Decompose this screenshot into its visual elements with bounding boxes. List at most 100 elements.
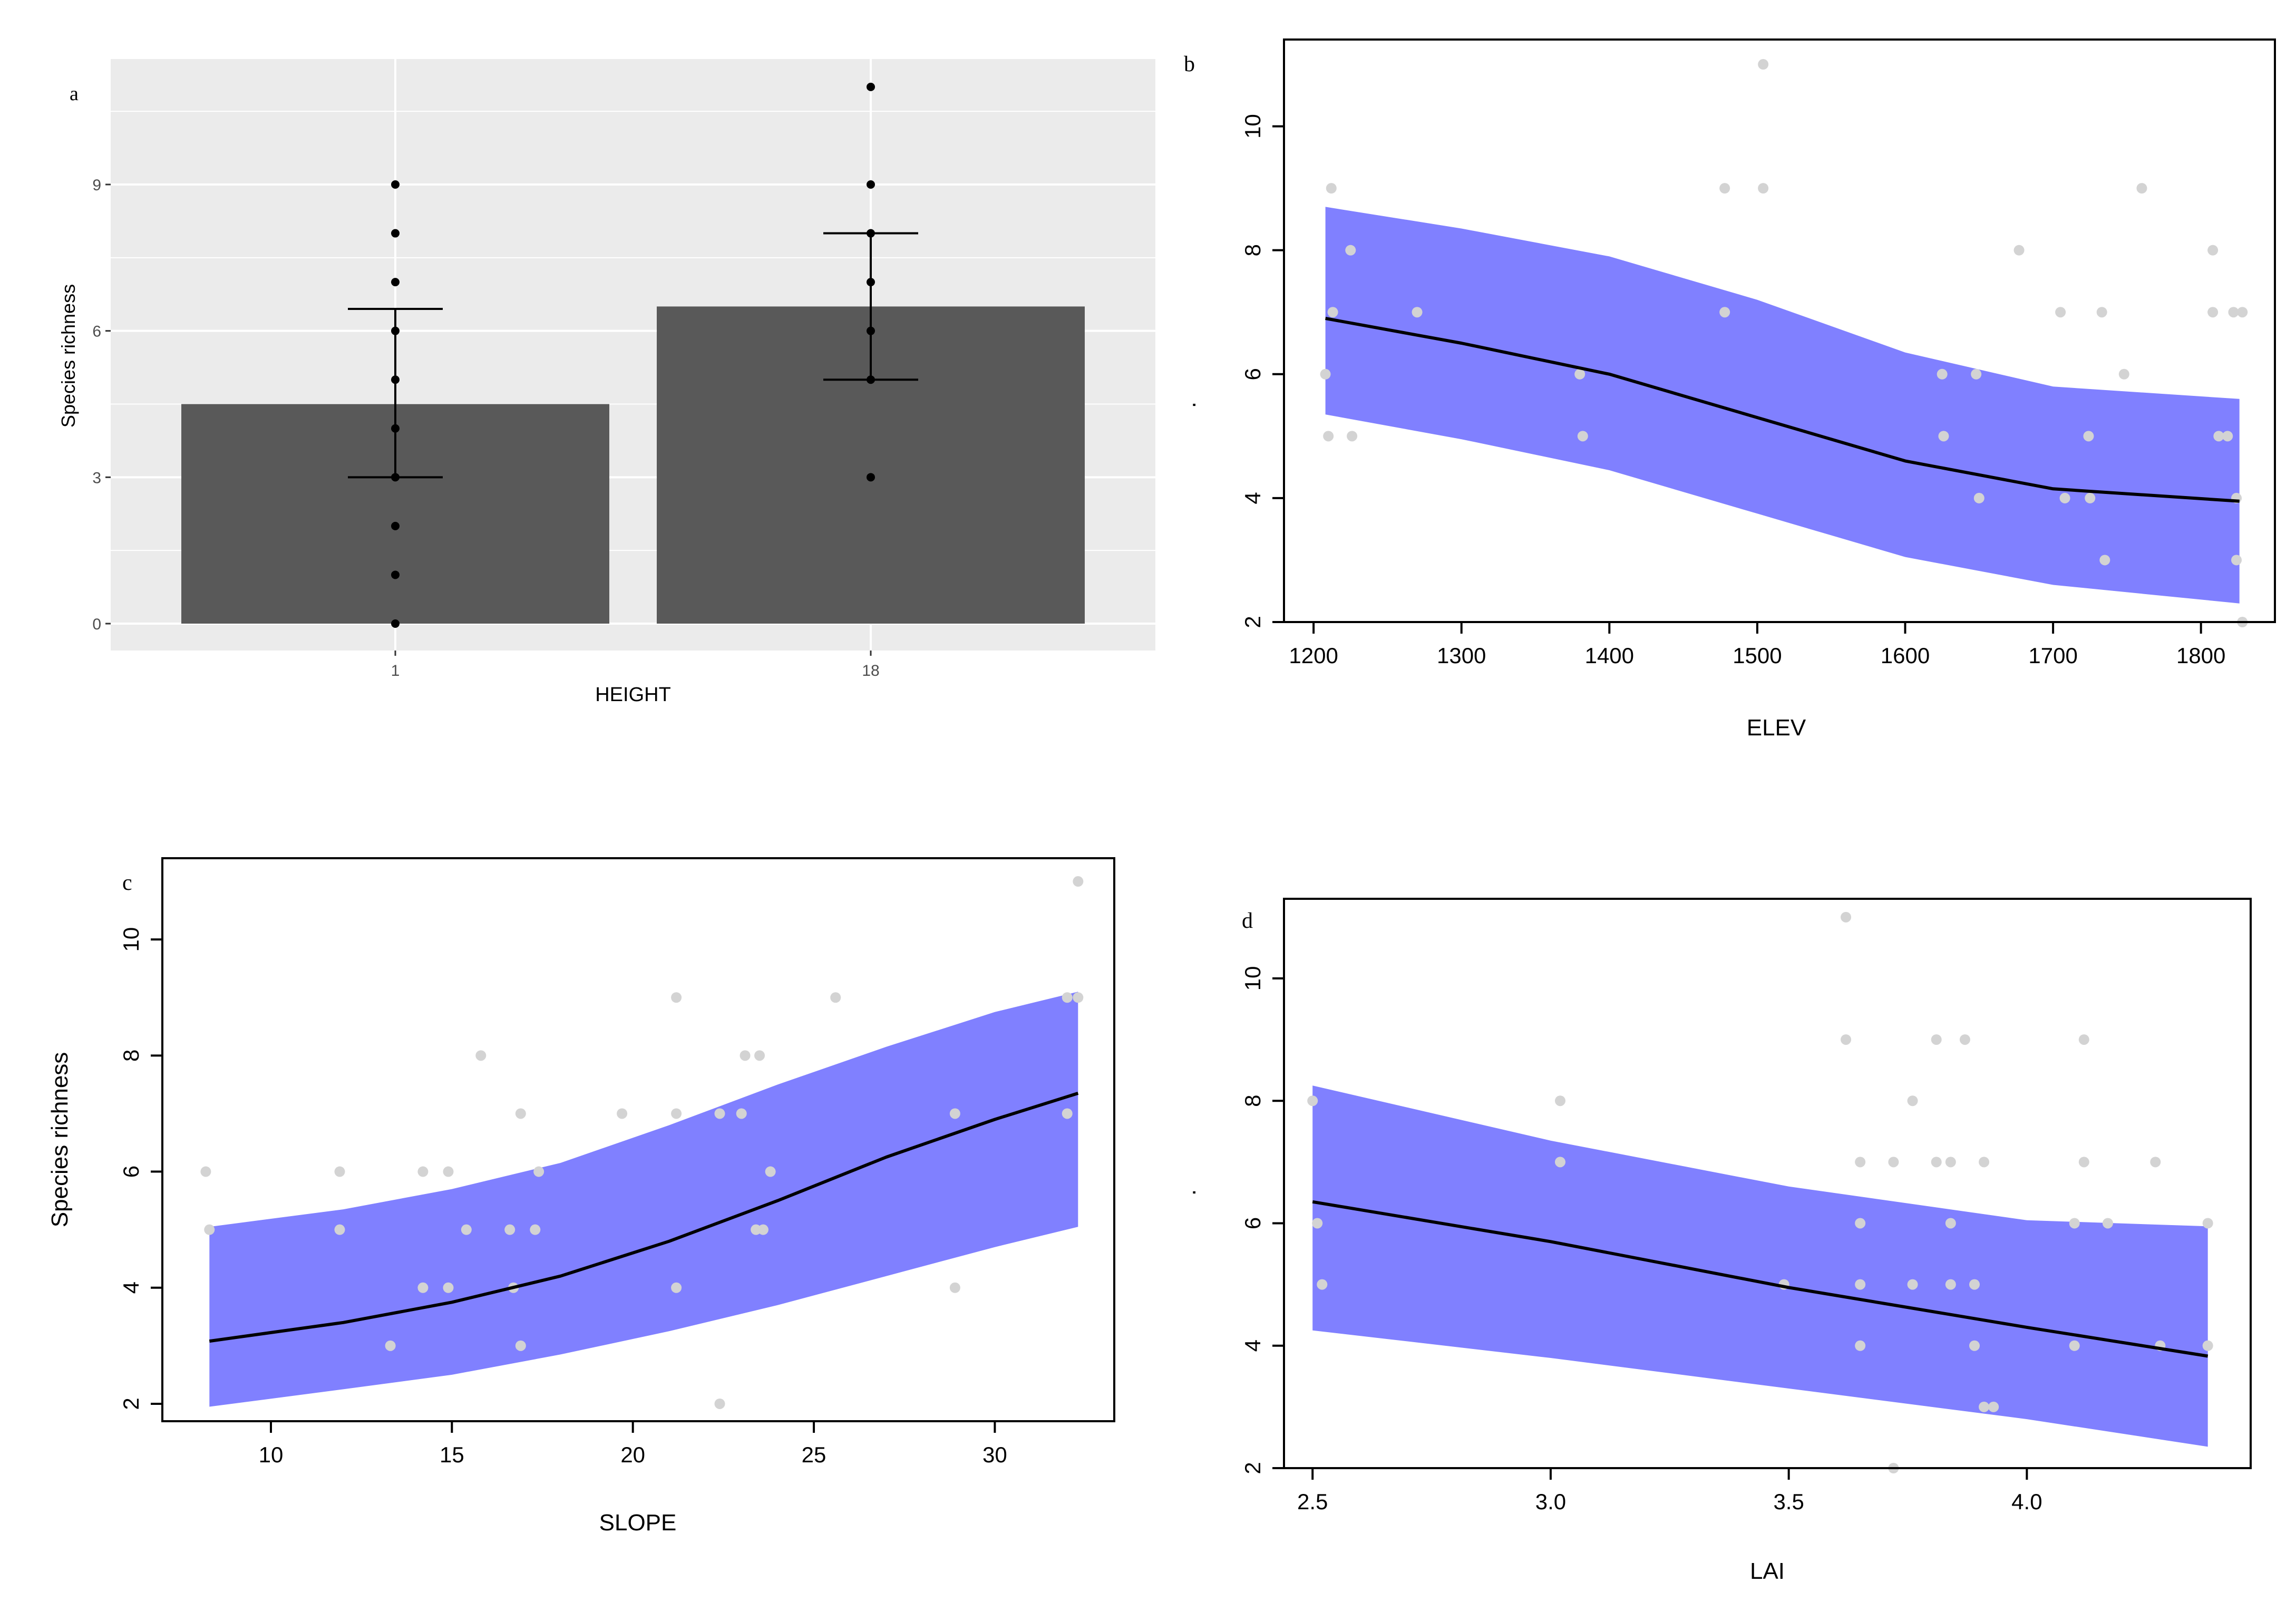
c-ytick-label: 2 [119, 1397, 143, 1410]
b-scatter-point [2213, 431, 2224, 442]
d-scatter-point [2202, 1340, 2213, 1351]
d-band-area [1312, 1085, 2208, 1447]
c-scatter-point [754, 1050, 765, 1061]
a-data-point [391, 278, 400, 287]
a-data-point [391, 570, 400, 579]
b-scatter-point [2055, 307, 2066, 318]
b-scatter-point [2096, 307, 2107, 318]
d-scatter-point [1888, 1157, 1899, 1168]
a-data-point [391, 424, 400, 433]
b-ytick-label: 6 [1240, 368, 1265, 380]
d-ylabel: . [1175, 1189, 1201, 1196]
b-scatter-point [1971, 368, 1982, 380]
d-scatter-point [1945, 1218, 1956, 1229]
d-scatter-point [1855, 1218, 1866, 1229]
b-fit-curve [1325, 317, 2240, 503]
c-fit-curve [209, 1092, 1079, 1343]
c-ylabel: Species richness [47, 1052, 73, 1228]
b-xtick-label: 1500 [1733, 643, 1782, 668]
a-ylabel: Species richness [57, 284, 79, 428]
c-xtick-label: 30 [982, 1442, 1007, 1467]
c-scatter-point [385, 1340, 396, 1351]
d-panel-letter: d [1242, 909, 1253, 933]
d-scatter-point [2150, 1157, 2161, 1168]
a-data-point [867, 375, 875, 384]
b-scatter-point [2118, 368, 2129, 380]
c-ytick-label: 10 [119, 927, 143, 952]
d-scatter-point [1907, 1095, 1918, 1106]
c-scatter-point [617, 1108, 628, 1119]
d-scatter-point [1945, 1157, 1956, 1168]
d-scatter-point [1931, 1034, 1942, 1045]
d-ytick-label: 6 [1240, 1217, 1265, 1229]
a-xtick-label: 18 [862, 662, 879, 680]
b-xtick-label: 1200 [1289, 643, 1338, 668]
d-scatter-point [1907, 1279, 1918, 1290]
d-scatter-point [1312, 1218, 1323, 1229]
b-scatter-point [1758, 183, 1769, 194]
d-scatter-point [1855, 1157, 1866, 1168]
d-scatter-point [2078, 1034, 2089, 1045]
b-scatter-point [2231, 555, 2242, 566]
d-fit-curve [1312, 1200, 2209, 1358]
d-scatter-point [1555, 1157, 1565, 1168]
c-scatter-point [200, 1166, 211, 1177]
a-points [391, 82, 875, 628]
c-scatter-point [949, 1282, 960, 1293]
b-scatter-point [1320, 368, 1331, 380]
b-xtick-label: 1300 [1437, 643, 1486, 668]
c-scatter-point [443, 1282, 454, 1293]
a-xtick-label: 1 [391, 662, 400, 680]
d-ytick-label: 2 [1240, 1462, 1265, 1474]
d-scatter-point [2069, 1340, 2080, 1351]
d-scatter-point [1555, 1095, 1565, 1106]
b-scatter-point [1347, 431, 1358, 442]
d-scatter-point [2078, 1157, 2089, 1168]
d-scatter-point [1969, 1340, 1980, 1351]
b-scatter-point [2207, 307, 2219, 318]
b-xtick-label: 1600 [1881, 643, 1930, 668]
c-scatter-point [475, 1050, 487, 1061]
b-ytick-label: 4 [1240, 492, 1265, 504]
c-scatter-point [334, 1224, 345, 1235]
b-scatter-point [2228, 307, 2239, 318]
b-scatter-point [2083, 431, 2094, 442]
b-ytick-label: 2 [1240, 616, 1265, 628]
c-panel-letter: c [122, 871, 132, 895]
b-ylabel: . [1175, 402, 1201, 408]
c-scatter-point [417, 1166, 429, 1177]
b-scatter-point [2099, 555, 2110, 566]
c-scatter-point [515, 1340, 526, 1351]
c-scatter-point [740, 1050, 751, 1061]
b-xtick-label: 1800 [2176, 643, 2225, 668]
c-scatter-point [757, 1224, 768, 1235]
c-ytick-label: 4 [119, 1282, 143, 1294]
b-scatter-point [1719, 183, 1730, 194]
d-xtick-label: 3.0 [1535, 1489, 1566, 1514]
d-ytick-label: 10 [1240, 966, 1265, 991]
d-scatter-point [1969, 1279, 1980, 1290]
c-scatter-point [1062, 1108, 1073, 1119]
d-scatter-point [1855, 1340, 1866, 1351]
d-scatter-point [1988, 1401, 1999, 1412]
b-scatter-point [1937, 368, 1948, 380]
c-points [200, 876, 1084, 1409]
d-scatter-point [1979, 1401, 1990, 1412]
c-scatter-point [515, 1108, 526, 1119]
a-ytick-label: 3 [92, 469, 101, 487]
d-scatter-point [1841, 1034, 1852, 1045]
c-scatter-point [714, 1398, 725, 1409]
c-scatter-point [671, 1108, 682, 1119]
c-scatter-point [949, 1108, 960, 1119]
c-scatter-point [671, 992, 682, 1003]
c-scatter-point [1062, 992, 1073, 1003]
b-scatter-point [1412, 307, 1423, 318]
d-scatter-point [2102, 1218, 2113, 1229]
b-scatter-point [1574, 368, 1585, 380]
b-ytick-label: 8 [1240, 244, 1265, 256]
d-ytick-label: 4 [1240, 1339, 1265, 1352]
a-data-point [391, 229, 400, 238]
b-scatter-point [1577, 431, 1588, 442]
d-scatter-point [1841, 911, 1852, 923]
